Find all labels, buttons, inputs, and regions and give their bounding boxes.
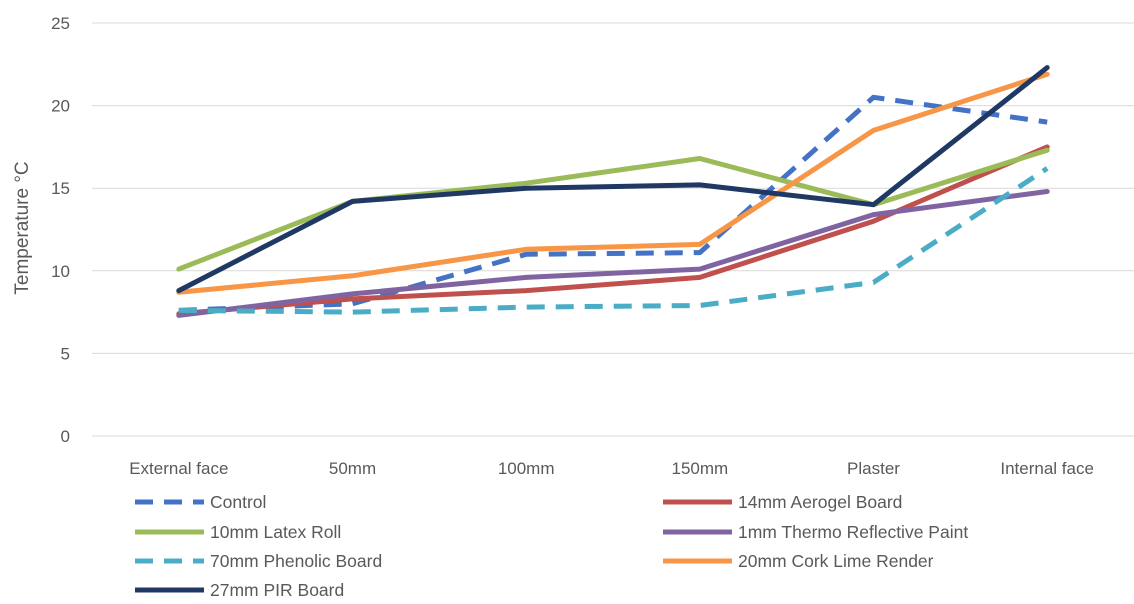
series-line-3 xyxy=(176,189,1050,318)
x-tick-label: 100mm xyxy=(498,459,555,478)
y-tick-label: 20 xyxy=(51,97,70,116)
legend-label: 27mm PIR Board xyxy=(210,580,344,600)
y-axis-ticks: 0 5 10 15 20 25 xyxy=(51,14,70,446)
legend-item: 1mm Thermo Reflective Paint xyxy=(663,522,968,542)
series-lines xyxy=(176,65,1050,318)
legend-item: 10mm Latex Roll xyxy=(135,522,341,542)
legend-label: 14mm Aerogel Board xyxy=(738,492,902,512)
legend-label: 20mm Cork Lime Render xyxy=(738,551,934,571)
gridlines xyxy=(92,22,1134,437)
x-tick-label: External face xyxy=(129,459,228,478)
y-tick-label: 25 xyxy=(51,14,70,33)
y-tick-label: 5 xyxy=(61,344,70,363)
y-tick-label: 0 xyxy=(61,427,70,446)
x-tick-label: 50mm xyxy=(329,459,376,478)
legend-label: 10mm Latex Roll xyxy=(210,522,341,542)
x-tick-label: Internal face xyxy=(1000,459,1094,478)
x-axis-ticks: External face 50mm 100mm 150mm Plaster Intern… xyxy=(129,459,1094,478)
x-tick-label: Plaster xyxy=(847,459,900,478)
legend-label: Control xyxy=(210,492,266,512)
series-line-6 xyxy=(176,65,1050,294)
legend-label: 70mm Phenolic Board xyxy=(210,551,382,571)
series-line-2 xyxy=(176,147,1050,272)
legend-item: Control xyxy=(135,492,266,512)
y-tick-label: 10 xyxy=(51,262,70,281)
legend-item: 70mm Phenolic Board xyxy=(135,551,382,571)
series-line-4 xyxy=(178,166,1049,315)
legend-label: 1mm Thermo Reflective Paint xyxy=(738,522,968,542)
series-line-5 xyxy=(176,71,1050,295)
y-axis-title: Temperature °C xyxy=(12,161,33,294)
x-tick-label: 150mm xyxy=(671,459,728,478)
legend-item: 20mm Cork Lime Render xyxy=(663,551,934,571)
legend-item: 14mm Aerogel Board xyxy=(663,492,902,512)
y-tick-label: 15 xyxy=(51,179,70,198)
series-line-0 xyxy=(178,94,1048,313)
legend-item: 27mm PIR Board xyxy=(135,580,344,600)
legend: Control 14mm Aerogel Board 10mm Latex Roll… xyxy=(135,492,968,600)
